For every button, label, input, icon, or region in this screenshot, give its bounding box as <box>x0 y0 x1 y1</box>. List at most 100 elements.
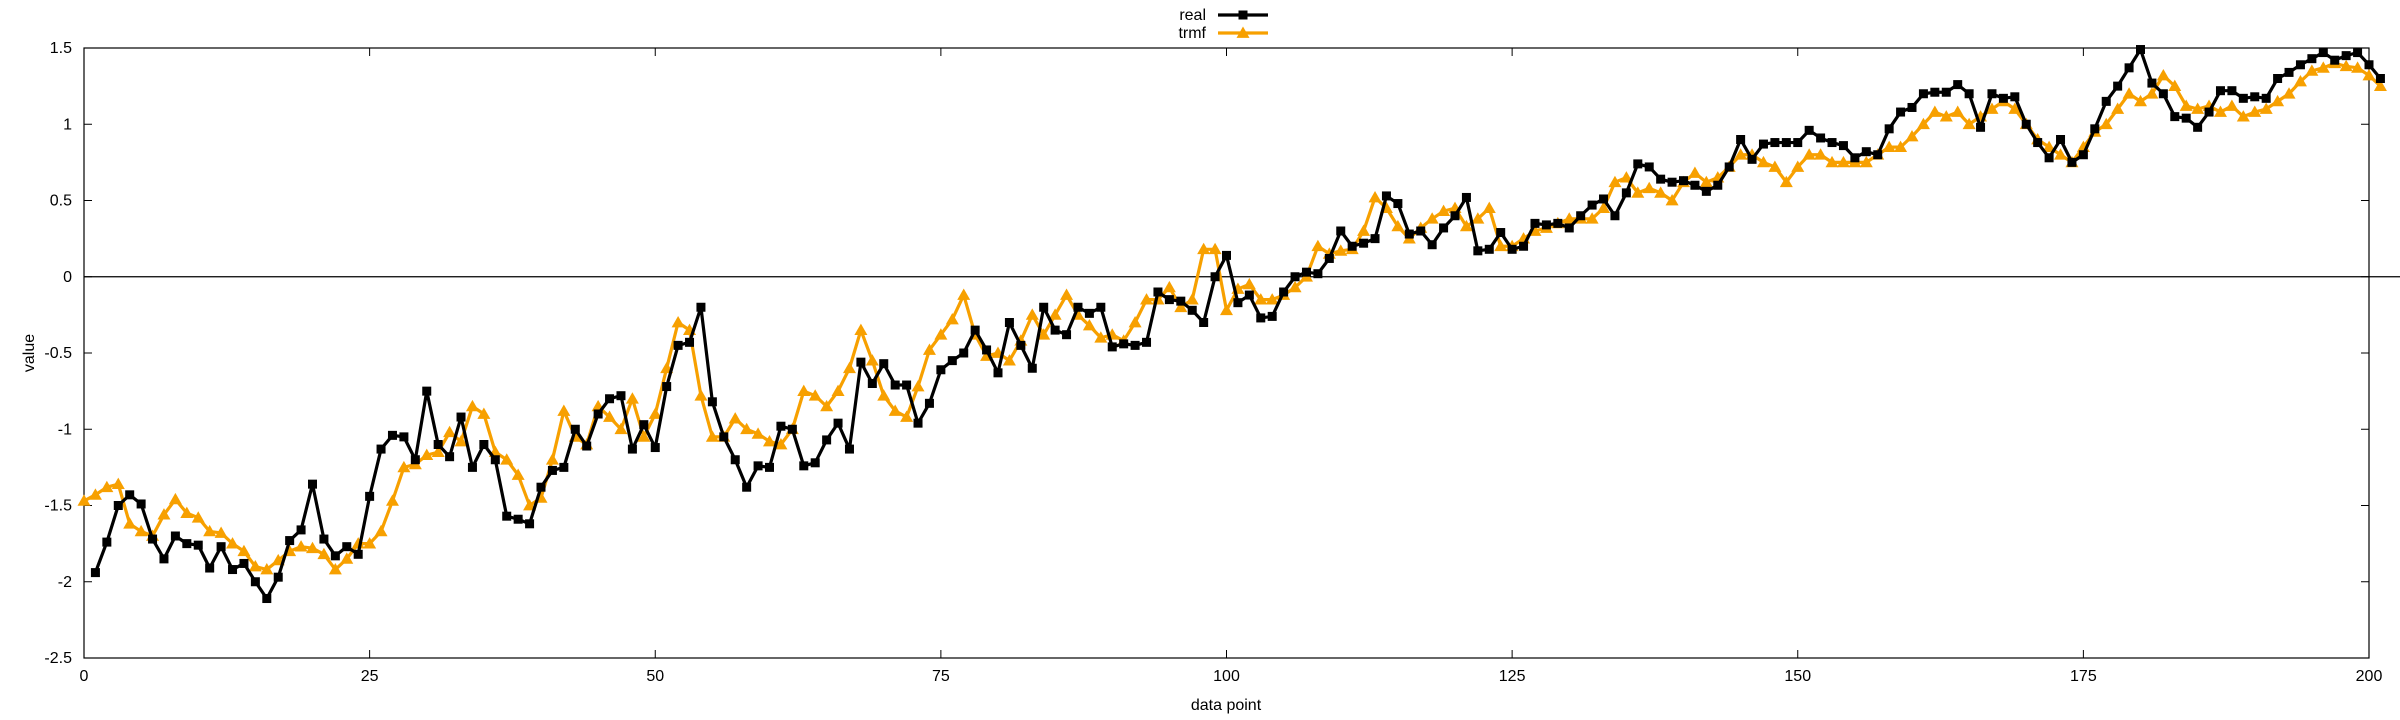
data-point-trmf <box>88 488 102 500</box>
data-point-real <box>1062 330 1072 340</box>
data-point-real <box>273 572 283 582</box>
data-point-trmf <box>2316 61 2330 73</box>
data-point-real <box>2204 107 2214 117</box>
data-point-trmf <box>123 517 137 529</box>
series-trmf <box>77 56 2387 575</box>
data-point-trmf <box>934 328 948 340</box>
data-point-real <box>205 563 215 573</box>
data-point-real <box>2158 89 2168 99</box>
data-point-trmf <box>260 563 274 575</box>
data-point-real <box>2090 124 2100 134</box>
data-point-real <box>102 537 112 547</box>
data-point-trmf <box>1002 354 1016 366</box>
data-point-trmf <box>1128 316 1142 328</box>
data-point-trmf <box>957 288 971 300</box>
data-point-trmf <box>134 524 148 537</box>
x-tick-label: 50 <box>646 668 664 685</box>
data-point-trmf <box>2271 94 2285 107</box>
data-point-real <box>1450 211 1460 221</box>
data-point-real <box>742 482 752 492</box>
data-point-trmf <box>728 412 742 424</box>
data-point-trmf <box>1037 328 1051 340</box>
data-point-trmf <box>2191 102 2205 114</box>
data-point-real <box>970 325 980 335</box>
y-tick-label: -2.5 <box>44 650 72 667</box>
data-point-trmf <box>2099 117 2113 130</box>
x-tick-label: 100 <box>1213 668 1240 685</box>
data-point-real <box>696 302 706 312</box>
data-point-real <box>1873 150 1883 160</box>
data-point-trmf <box>1985 102 1999 114</box>
data-point-trmf <box>1482 201 1496 213</box>
data-point-trmf <box>1025 308 1039 320</box>
data-point-real <box>250 577 260 587</box>
data-point-trmf <box>1882 140 1896 152</box>
data-point-trmf <box>1768 160 1782 172</box>
data-point-trmf <box>1665 194 1679 206</box>
plot-border <box>83 47 2370 659</box>
data-point-trmf <box>397 460 411 473</box>
x-tick-label: 175 <box>2070 668 2097 685</box>
data-point-trmf <box>911 380 925 392</box>
data-point-real <box>1153 287 1163 297</box>
data-point-real <box>1621 188 1631 198</box>
data-point-trmf <box>2373 79 2387 91</box>
data-point-real <box>1644 162 1654 172</box>
data-point-real <box>159 554 169 564</box>
data-point-real <box>582 441 592 451</box>
data-point-real <box>525 519 535 529</box>
data-point-real <box>467 462 477 472</box>
data-point-real <box>2181 113 2191 123</box>
data-point-trmf <box>1185 293 1199 305</box>
data-point-trmf <box>2293 75 2307 87</box>
data-point-real <box>947 356 957 366</box>
data-point-real <box>1096 302 1106 312</box>
data-point-trmf <box>2168 79 2182 91</box>
data-point-trmf <box>922 343 936 355</box>
data-point-real <box>1404 229 1414 239</box>
data-point-trmf <box>1174 300 1188 313</box>
data-point-real <box>2284 67 2294 77</box>
data-point-real <box>924 398 934 408</box>
data-point-real <box>822 435 832 445</box>
data-point-trmf <box>1962 117 1976 130</box>
data-point-real <box>673 340 683 350</box>
data-point-trmf <box>808 389 822 401</box>
data-point-real <box>810 458 820 468</box>
data-point-trmf <box>1699 175 1713 188</box>
data-point-real <box>1301 267 1311 277</box>
data-point-real <box>1381 191 1391 201</box>
data-point-trmf <box>465 399 479 412</box>
data-point-real <box>1347 241 1357 251</box>
data-point-trmf <box>500 453 514 465</box>
data-point-real <box>1827 138 1837 148</box>
data-point-real <box>1610 211 1620 221</box>
data-point-trmf <box>100 480 114 493</box>
data-point-real <box>2033 138 2043 148</box>
data-point-real <box>1998 93 2008 103</box>
data-point-real <box>1004 318 1014 327</box>
data-point-real <box>1084 308 1094 318</box>
data-point-trmf <box>1265 293 1279 305</box>
y-axis-title: value <box>21 334 38 372</box>
data-point-trmf <box>557 404 571 416</box>
data-point-real <box>1884 124 1894 134</box>
data-point-trmf <box>1619 171 1633 183</box>
data-point-real <box>1770 138 1780 148</box>
data-point-real <box>387 430 397 440</box>
data-point-real <box>993 368 1003 378</box>
data-point-real <box>1587 200 1597 210</box>
data-point-trmf <box>1654 186 1668 198</box>
data-point-real <box>216 542 226 552</box>
data-point-trmf <box>77 494 91 506</box>
y-tick-label: -1 <box>58 421 72 438</box>
data-point-real <box>2250 92 2260 102</box>
data-point-real <box>1313 269 1323 279</box>
data-point-trmf <box>820 399 834 412</box>
data-point-real <box>936 365 946 375</box>
data-point-trmf <box>2008 102 2022 114</box>
data-point-trmf <box>545 453 559 465</box>
data-point-real <box>170 531 180 541</box>
data-point-trmf <box>340 552 354 564</box>
data-point-trmf <box>2248 105 2262 117</box>
